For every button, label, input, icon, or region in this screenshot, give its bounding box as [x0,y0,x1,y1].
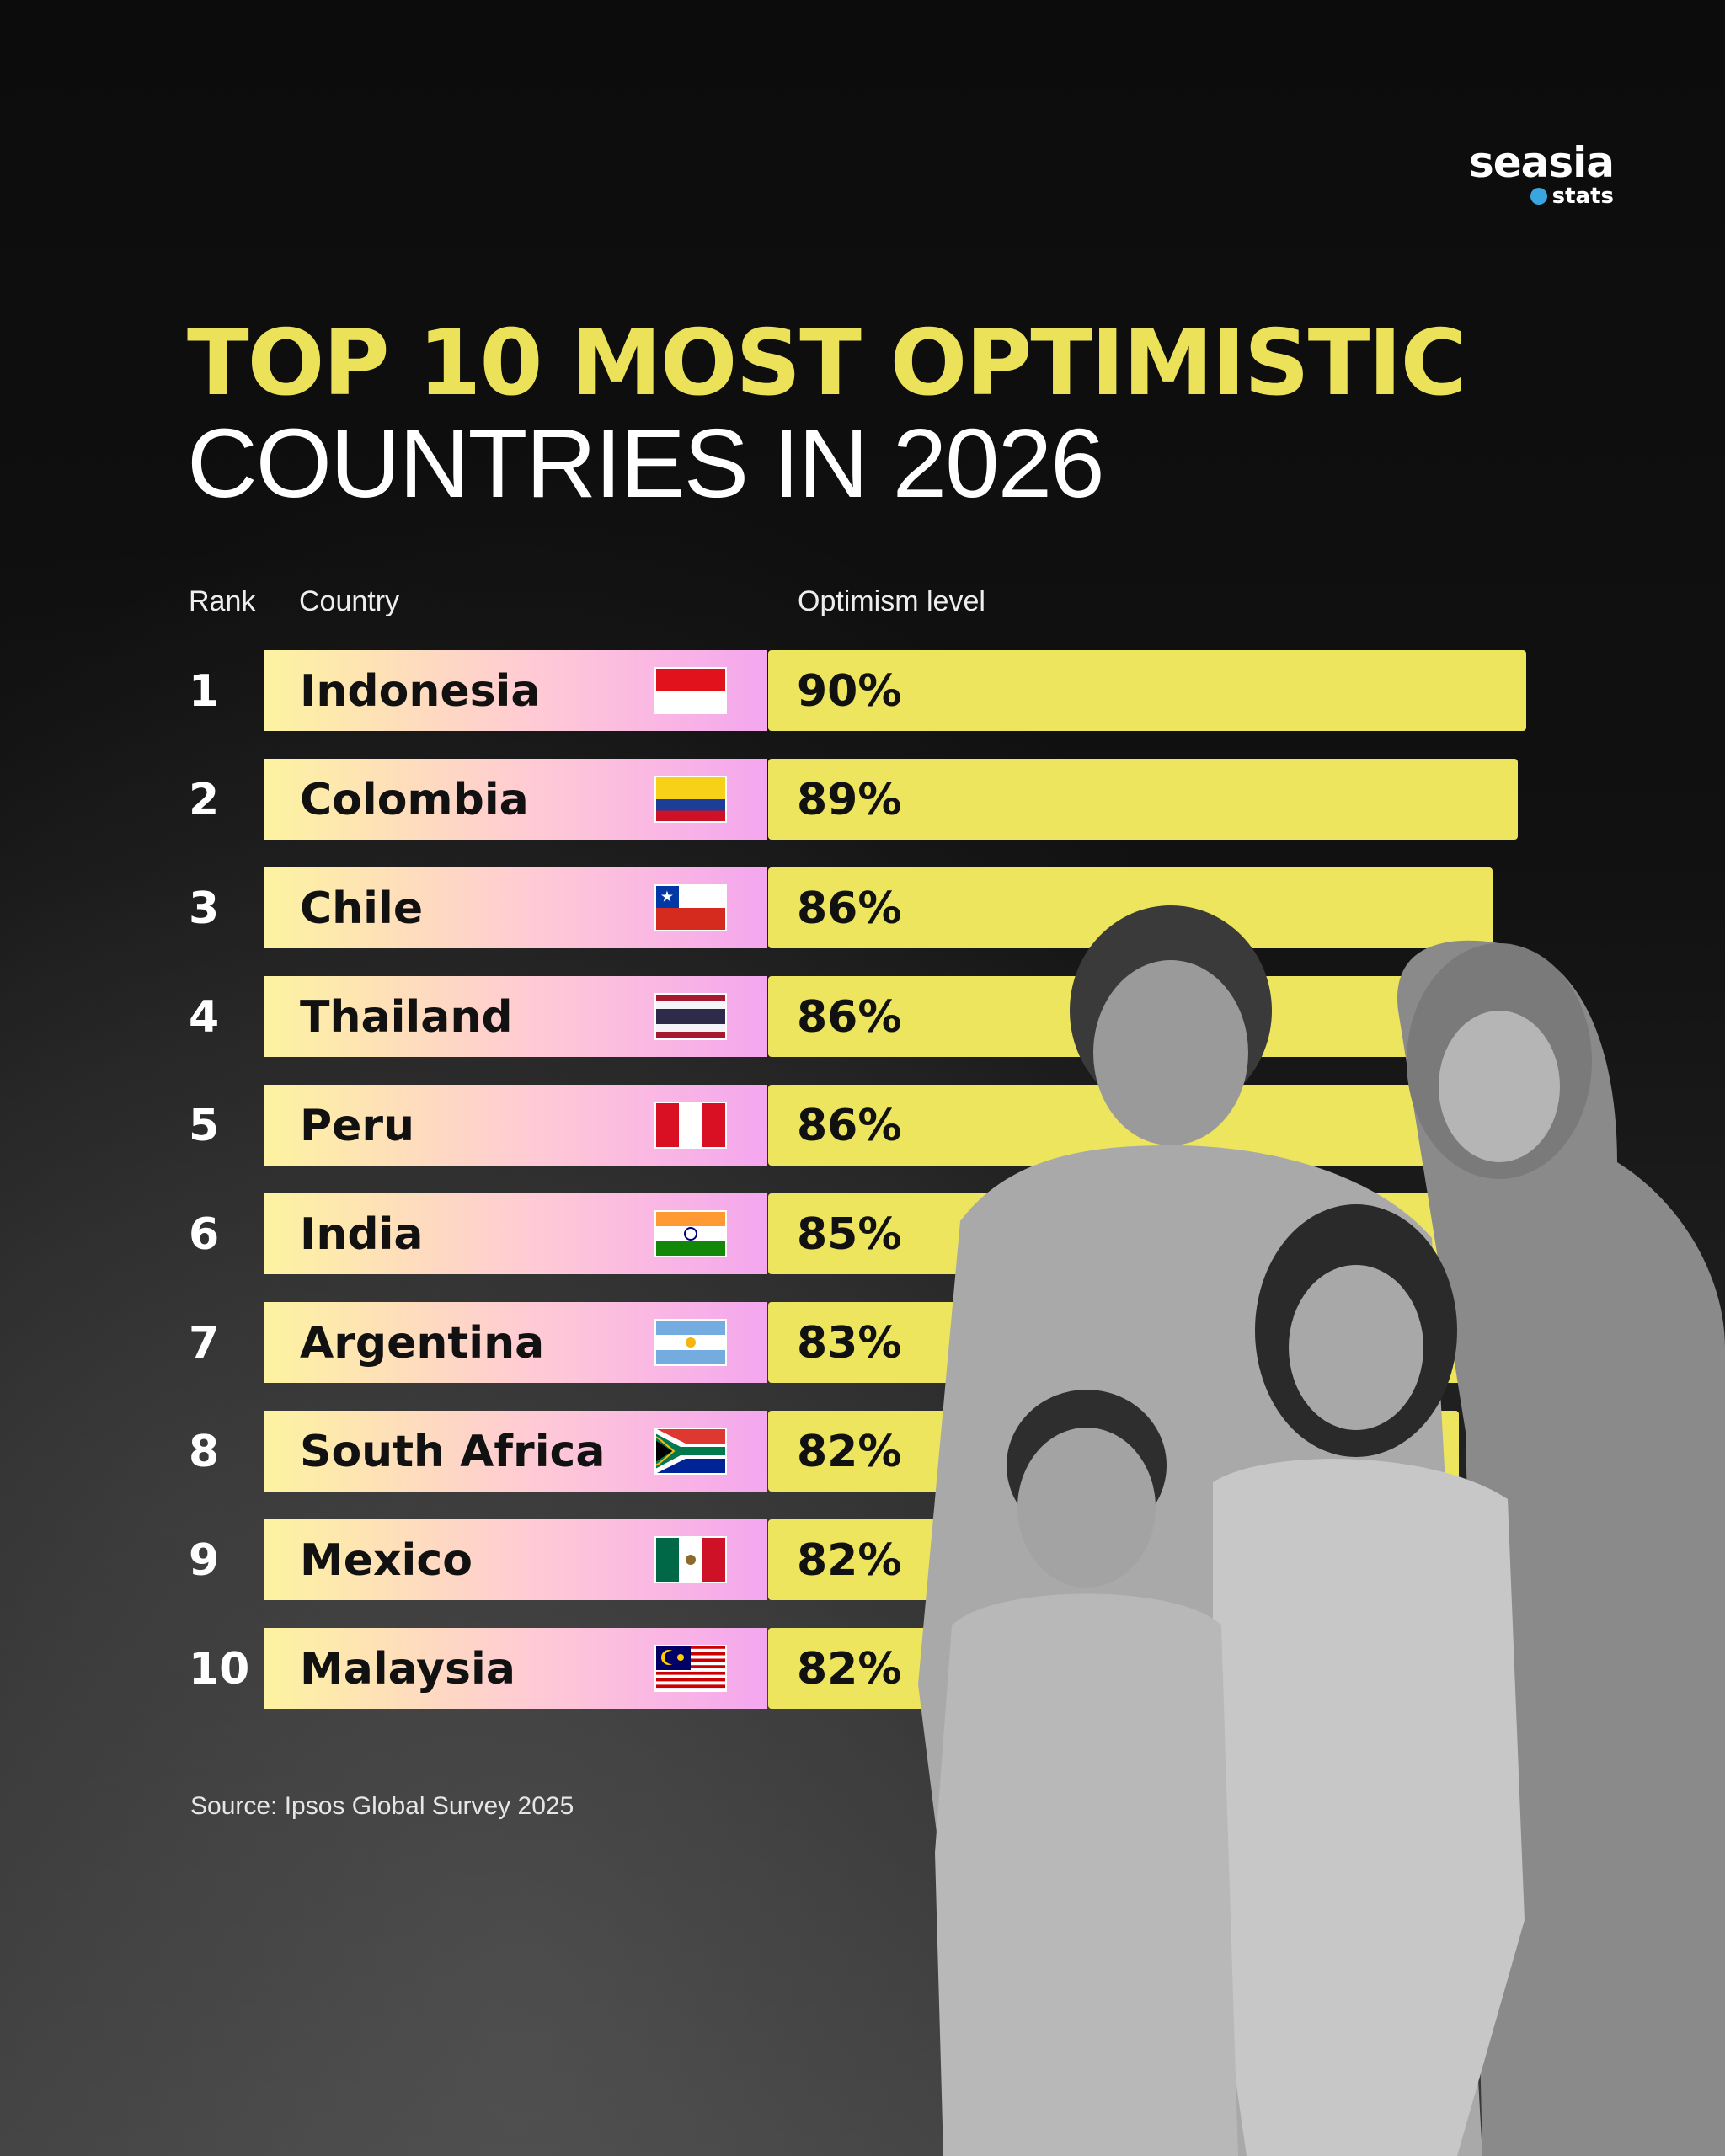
value-label: 89% [797,775,901,825]
rank-label: 4 [189,992,219,1043]
country-name: Mexico [300,1535,473,1586]
value-label: 83% [797,1318,901,1369]
value-label: 85% [797,1209,901,1260]
seasia-stats-logo: seasia stats [1468,138,1615,208]
rank-label: 8 [189,1427,219,1477]
family-photo [918,905,1725,2156]
country-name: India [300,1209,424,1260]
rank-label: 5 [189,1101,219,1151]
title-line-2: COUNTRIES IN 2026 [187,408,1105,518]
colombia-flag-icon [654,776,727,823]
logo-subtitle: stats [1530,185,1614,207]
country-name: Peru [300,1101,414,1151]
rank-label: 7 [189,1318,219,1369]
girl-body [1213,1459,1525,2156]
india-flag-icon [654,1210,727,1257]
peru-flag-icon [654,1102,727,1149]
logo-sub-text: stats [1551,184,1614,209]
father-face [1093,960,1248,1145]
country-name: Colombia [300,775,529,825]
value-label: 82% [797,1535,901,1586]
chart-row: 4 Thailand 86% [189,976,1493,1057]
value-bar [768,867,1493,948]
rank-label: 10 [189,1644,249,1694]
source-note: Source: Ipsos Global Survey 2025 [190,1792,574,1820]
chart-row: 5 Peru 86% [189,1085,1493,1166]
header-rank: Rank [189,585,256,617]
mexico-flag-icon [654,1536,727,1583]
thailand-flag-icon [654,993,727,1040]
south-africa-flag-icon [654,1428,727,1475]
indonesia-flag-icon [654,667,727,714]
svg-text:★: ★ [660,889,674,906]
value-label: 86% [797,883,901,934]
country-name: Argentina [300,1318,544,1369]
value-label: 86% [797,992,901,1043]
title-line-1: TOP 10 MOST OPTIMISTIC [187,311,1467,416]
rank-label: 2 [189,775,219,825]
country-name: Indonesia [300,666,540,717]
header-optimism-level: Optimism level [798,585,985,617]
boy-face [1017,1428,1156,1588]
rank-label: 3 [189,883,219,934]
header-country: Country [299,585,400,617]
chart-row: 3 Chile ★ 86% [189,867,1493,948]
malaysia-flag-icon [654,1645,727,1692]
boy-body [935,1593,1238,2156]
chile-flag-icon: ★ [654,884,727,931]
rank-label: 9 [189,1535,219,1586]
country-name: Malaysia [300,1644,515,1694]
logo-wordmark: seasia [1468,138,1615,187]
chart-row: 2 Colombia 89% [189,759,1518,840]
country-name: Thailand [300,992,513,1043]
girl-face [1289,1265,1423,1430]
value-bar [768,650,1526,731]
chart-row: 1 Indonesia 90% [189,650,1526,731]
value-label: 82% [797,1644,901,1694]
rank-label: 6 [189,1209,219,1260]
rank-label: 1 [189,666,219,717]
country-name: South Africa [300,1427,605,1477]
value-bar [768,759,1518,840]
value-label: 90% [797,666,901,717]
value-label: 82% [797,1427,901,1477]
mother-face [1439,1011,1560,1162]
globe-dot-icon [1530,188,1547,205]
country-name: Chile [300,883,423,934]
argentina-flag-icon [654,1319,727,1366]
value-label: 86% [797,1101,901,1151]
